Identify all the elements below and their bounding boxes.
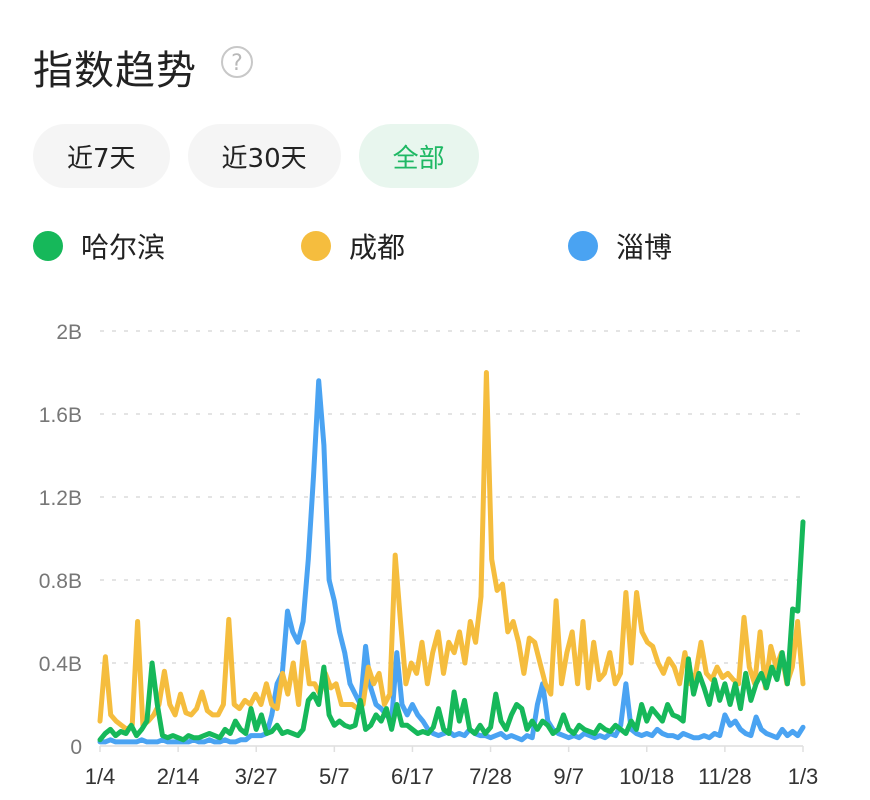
page-title: 指数趋势	[33, 48, 197, 94]
x-axis: 1/4 2/14 3/27 5/7 6/17 7/28 9/7 10/18 11/28 1/3	[85, 746, 819, 789]
y-tick-label: 0	[70, 736, 82, 759]
legend-label: 淄博	[616, 231, 673, 264]
series-line-淄博[interactable]	[97, 378, 806, 745]
y-tick-label: 2B	[56, 321, 82, 344]
time-range-tabs: 近7天 近30天 全部	[33, 124, 479, 188]
legend-item-harbin[interactable]: 哈尔滨	[33, 226, 165, 266]
legend-item-zibo[interactable]: 淄博	[568, 226, 672, 266]
x-tick-label: 10/18	[619, 764, 674, 789]
x-tick-label: 6/17	[391, 764, 434, 789]
x-tick-label: 2/14	[157, 764, 200, 789]
y-tick-label: 0.4B	[39, 653, 82, 676]
x-tick-label: 1/3	[788, 764, 819, 789]
x-tick-label: 9/7	[553, 764, 584, 789]
chart-lines	[97, 370, 806, 745]
legend-dot-icon	[33, 231, 63, 261]
legend-dot-icon	[568, 231, 598, 261]
y-axis: 0 0.4B 0.8B 1.2B 1.6B 2B	[39, 321, 82, 759]
x-tick-label: 11/28	[698, 764, 751, 789]
chart-legend: 哈尔滨 成都 淄博	[33, 226, 853, 266]
series-line-哈尔滨[interactable]	[97, 519, 806, 743]
x-tick-label: 3/27	[235, 764, 278, 789]
tab-7-days[interactable]: 近7天	[33, 124, 170, 188]
legend-label: 哈尔滨	[81, 231, 166, 264]
y-tick-label: 0.8B	[39, 570, 82, 593]
legend-item-chengdu[interactable]: 成都	[301, 226, 405, 266]
series-line-成都[interactable]	[97, 370, 806, 732]
x-tick-label: 1/4	[85, 764, 116, 789]
y-tick-label: 1.6B	[39, 404, 82, 427]
chart-grid	[100, 330, 803, 747]
tab-all[interactable]: 全部	[358, 124, 479, 188]
tab-30-days[interactable]: 近30天	[187, 124, 341, 188]
x-tick-label: 7/28	[469, 764, 512, 789]
legend-label: 成都	[349, 231, 406, 264]
x-tick-label: 5/7	[319, 764, 350, 789]
legend-dot-icon	[301, 231, 331, 261]
y-tick-label: 1.2B	[39, 487, 82, 510]
help-icon[interactable]: ?	[221, 46, 253, 78]
